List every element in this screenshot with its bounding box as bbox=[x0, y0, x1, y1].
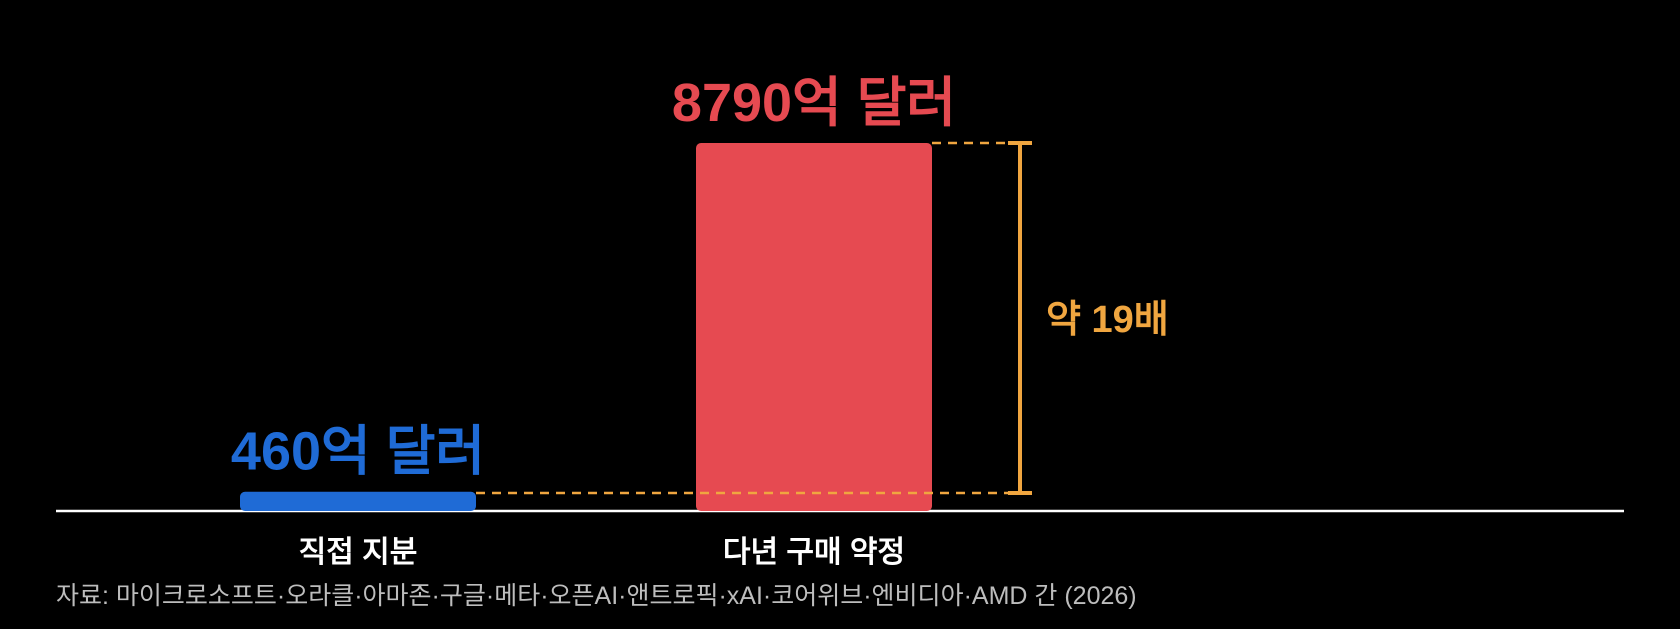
bar-2 bbox=[696, 143, 932, 511]
annotation-label: 약 19배 bbox=[1046, 299, 1169, 341]
bar-1 bbox=[240, 491, 476, 511]
category-label-2: 다년 구매 약정 bbox=[723, 536, 905, 569]
bar-value-label-2: 8790억 달러 bbox=[672, 73, 956, 133]
source-note: 자료: 마이크로소프트·오라클·아마존·구글·메타·오픈AI·앤트로픽·xAI·… bbox=[56, 582, 1137, 610]
category-label-1: 직접 지분 bbox=[299, 536, 418, 569]
bar-value-label-1: 460억 달러 bbox=[231, 422, 485, 482]
